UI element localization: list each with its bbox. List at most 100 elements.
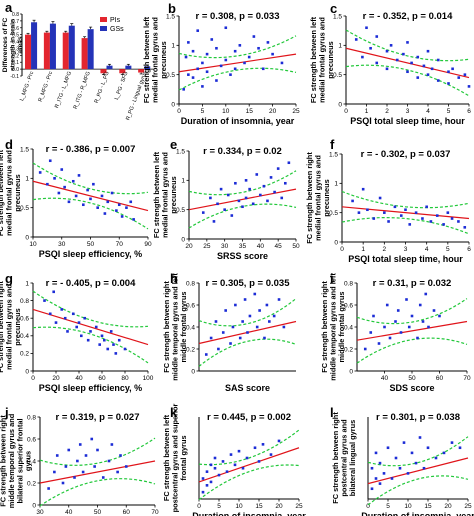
ci-upper bbox=[198, 298, 297, 327]
x-tick-label: 40 bbox=[65, 509, 73, 516]
y-axis-label: FC strength between leftmedial frontal g… bbox=[142, 16, 168, 103]
y-axis-label: FC strength between rightmiddle temporal… bbox=[0, 413, 33, 508]
y-axis-label-line: middle temporal gyrus and left bbox=[328, 273, 337, 381]
data-point bbox=[280, 196, 284, 200]
data-point bbox=[422, 466, 426, 470]
data-point bbox=[418, 303, 422, 307]
panel-h: 0 0.2 0.4 0.6 0.8 r = 0.305, p = 0.035 SAS sco… bbox=[162, 273, 297, 393]
x-tick-label: 0 bbox=[340, 246, 344, 253]
y-tick-label: 0 bbox=[32, 502, 36, 509]
y-axis-label-line: frontal gyrus bbox=[179, 435, 188, 480]
data-point bbox=[238, 336, 242, 340]
data-point bbox=[375, 35, 379, 38]
data-point bbox=[237, 449, 241, 453]
y-axis-label-line: precuneus bbox=[322, 179, 331, 216]
data-point bbox=[436, 79, 440, 82]
y-axis-label-line: bilateral lingual gyrus bbox=[348, 420, 357, 496]
data-point bbox=[119, 454, 122, 457]
stat-label: r = - 0.352, p = 0.014 bbox=[363, 11, 453, 22]
fit-line bbox=[341, 206, 470, 220]
x-tick-label: 5 bbox=[217, 503, 221, 510]
data-point bbox=[277, 298, 281, 301]
x-tick-label: 15 bbox=[255, 503, 263, 510]
data-point bbox=[38, 171, 42, 174]
x-tick-label: 25 bbox=[203, 243, 211, 250]
x-tick-label: 15 bbox=[246, 108, 254, 115]
data-point bbox=[387, 220, 390, 223]
data-point bbox=[109, 330, 113, 333]
data-point bbox=[410, 314, 414, 318]
x-tick-label: 1 bbox=[361, 246, 365, 253]
y-axis-label-line: FC strength between right bbox=[320, 281, 329, 373]
data-point bbox=[101, 476, 105, 479]
data-point bbox=[407, 325, 411, 329]
y-axis-label-line: FC strength between right bbox=[0, 415, 8, 507]
data-point bbox=[257, 46, 260, 50]
panel-letter: b bbox=[168, 1, 176, 16]
data-point bbox=[434, 456, 438, 460]
data-point bbox=[269, 453, 273, 456]
data-point bbox=[57, 191, 61, 195]
x-tick-label: 0 bbox=[366, 503, 370, 510]
ci-upper bbox=[32, 290, 149, 328]
data-point bbox=[265, 303, 269, 307]
y-tick-label: 0.4 bbox=[27, 458, 36, 465]
data-point bbox=[103, 212, 107, 215]
y-axis-label-line: medial frontal gyrus and bbox=[4, 284, 13, 370]
data-point bbox=[209, 196, 212, 200]
data-point bbox=[233, 67, 237, 71]
x-axis-label: Duration of insomnia, year bbox=[192, 511, 306, 516]
y-tick-label: 1.5 bbox=[20, 146, 29, 153]
data-point bbox=[191, 49, 195, 53]
data-point bbox=[374, 477, 378, 480]
y-tick-label: 1.5 bbox=[166, 13, 175, 20]
data-point bbox=[399, 331, 403, 334]
y-axis-label-line: FC strength between right bbox=[331, 412, 340, 504]
data-point bbox=[81, 470, 85, 474]
fit-line bbox=[32, 308, 149, 346]
y-axis-label-line: precuneus bbox=[159, 41, 168, 78]
x-tick-label: 20 bbox=[444, 503, 452, 510]
data-point bbox=[416, 55, 420, 59]
panel-letter: l bbox=[330, 405, 334, 420]
data-point bbox=[182, 88, 185, 91]
x-tick-label: 2 bbox=[385, 108, 389, 115]
legend-label: PIs bbox=[110, 17, 121, 24]
fit-line bbox=[345, 47, 470, 79]
data-point bbox=[425, 205, 428, 209]
y-tick-label: 0.6 bbox=[20, 316, 29, 323]
ci-lower bbox=[341, 216, 470, 235]
data-point bbox=[399, 214, 403, 217]
ci-lower bbox=[32, 326, 149, 364]
stat-label: r = 0.305, p = 0.035 bbox=[206, 278, 291, 289]
data-point bbox=[205, 484, 209, 487]
y-tick-label: 0.0 bbox=[12, 67, 19, 73]
data-point bbox=[52, 290, 55, 294]
ci-upper bbox=[178, 35, 297, 59]
y-axis-label-line: precuneus bbox=[169, 176, 178, 213]
bar-pis bbox=[62, 32, 69, 70]
data-point bbox=[351, 199, 354, 203]
data-point bbox=[263, 336, 266, 340]
data-point bbox=[54, 321, 58, 324]
data-point bbox=[435, 214, 439, 217]
y-axis-label: Differences of FCstrength in brainareas bbox=[2, 17, 24, 72]
y-tick-label: 0 bbox=[334, 239, 338, 246]
data-point bbox=[369, 46, 372, 50]
data-point bbox=[201, 211, 205, 214]
fit-line bbox=[367, 457, 469, 485]
data-point bbox=[450, 217, 454, 220]
data-point bbox=[226, 193, 230, 197]
ci-lower bbox=[198, 464, 300, 501]
y-tick-label: 0 bbox=[181, 236, 185, 243]
data-point bbox=[103, 338, 106, 342]
data-point bbox=[253, 292, 257, 296]
data-point bbox=[214, 320, 218, 323]
data-point bbox=[467, 85, 471, 88]
data-point bbox=[221, 331, 225, 334]
data-point bbox=[247, 55, 251, 59]
x-tick-label: 2 bbox=[383, 246, 387, 253]
data-point bbox=[276, 167, 280, 170]
data-point bbox=[390, 477, 394, 480]
